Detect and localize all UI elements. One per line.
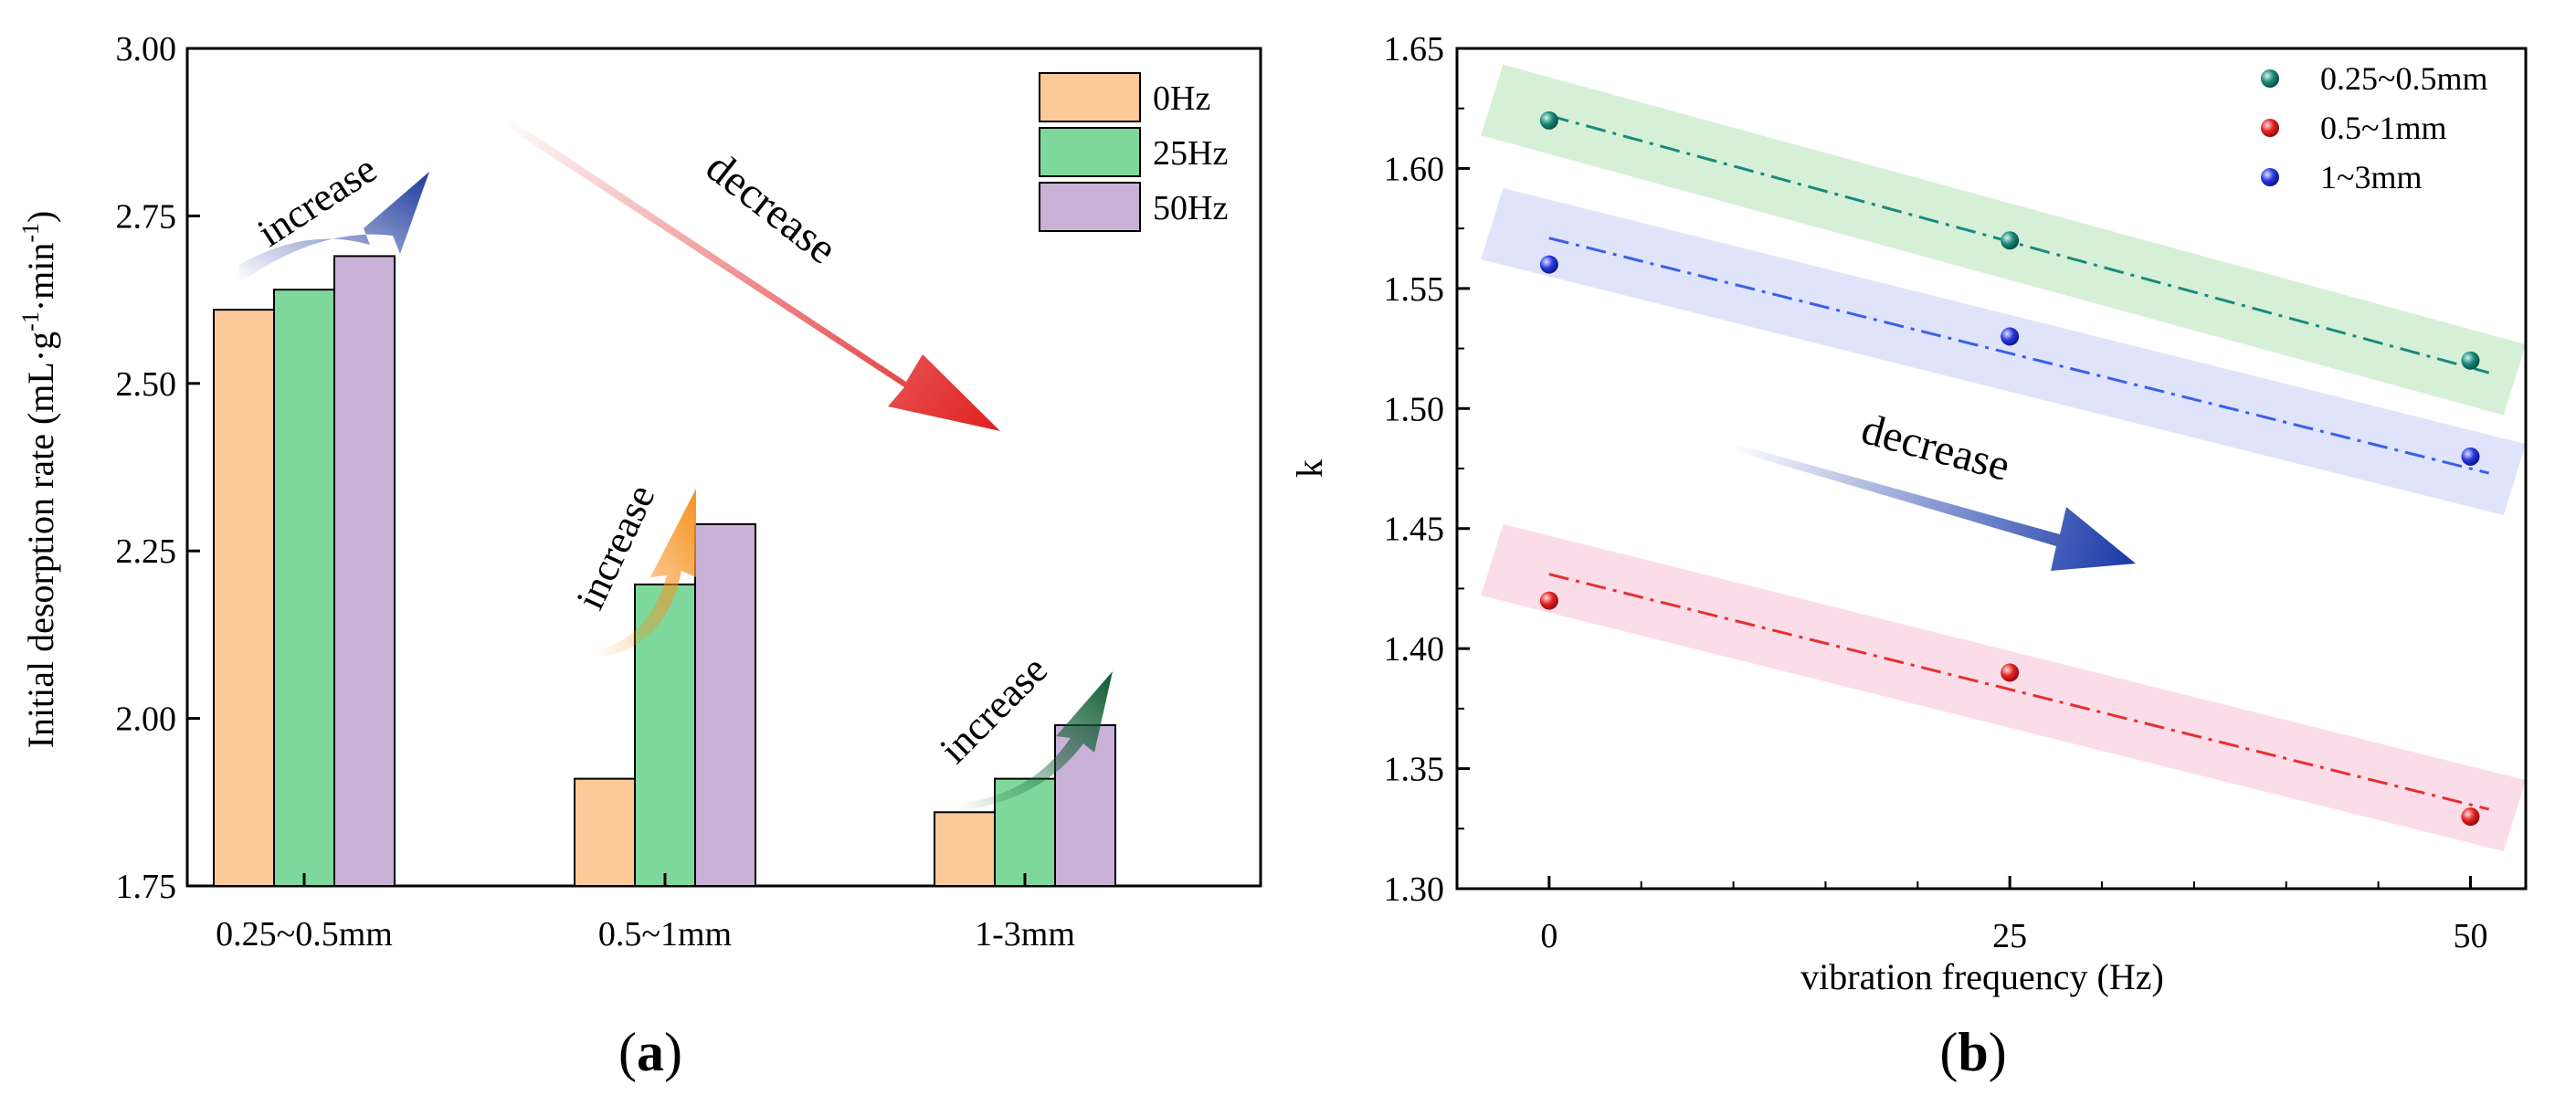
legend-swatch-25hz (1039, 127, 1141, 177)
legend-label-0hz: 0Hz (1153, 79, 1210, 118)
decrease-label-red: decrease (697, 142, 846, 273)
y-tick-label-a: 3.00 (116, 30, 177, 68)
point-blue (1539, 255, 1558, 274)
fit-line-blue (1548, 237, 2490, 475)
fit-line-red (1548, 573, 2490, 811)
y-axis-label-b: k (1289, 459, 1330, 478)
x-tick-label-b: 0 (1540, 917, 1557, 955)
point-teal (2001, 231, 2020, 250)
fit-line-teal (1548, 114, 2490, 374)
point-blue (2461, 447, 2480, 466)
y-tick-label-b: 1.30 (1384, 870, 1445, 909)
bar-chart-panel: 1.75 2.00 2.25 2.50 2.75 3.00 0.25~0.5mm 0.5~1… (17, 30, 1262, 1082)
scatter-chart-panel: 1.30 1.35 1.40 1.45 1.50 1.55 1.60 1.65 0 25 50 k… (1289, 30, 2528, 1082)
x-tick-label-a: 1-3mm (975, 915, 1075, 954)
y-tick-label-b: 1.50 (1384, 390, 1445, 428)
bar-25hz (273, 289, 335, 887)
legend-label-red: 0.5~1mm (2320, 110, 2446, 146)
point-blue (2001, 327, 2020, 346)
legend-swatch-0hz (1039, 72, 1141, 122)
y-tick-label-b: 1.65 (1384, 30, 1445, 68)
point-red (2001, 663, 2020, 682)
x-axis-label-b: vibration frequency (Hz) (1800, 956, 2164, 997)
increase-label-3: increase (931, 647, 1056, 772)
y-tick-label-a: 2.00 (116, 701, 177, 739)
legend-label-50hz: 50Hz (1153, 189, 1228, 227)
x-axis-a: 0.25~0.5mm 0.5~1mm 1-3mm (216, 873, 1075, 954)
x-tick-label-a: 0.5~1mm (598, 915, 732, 954)
y-tick-label-b: 1.35 (1384, 751, 1445, 789)
x-tick-label-a: 0.25~0.5mm (216, 915, 393, 954)
y-tick-label-a: 2.75 (116, 197, 177, 236)
panel-label-b: (b) (1939, 1022, 2006, 1082)
decrease-arrow-red: decrease (497, 114, 1000, 431)
point-teal (1539, 111, 1558, 130)
y-tick-label-b: 1.60 (1384, 150, 1445, 188)
decrease-label-blue: decrease (1856, 405, 2014, 490)
bar-50hz (333, 255, 396, 887)
legend-label-25hz: 25Hz (1153, 134, 1228, 173)
y-tick-label-b: 1.45 (1384, 511, 1445, 549)
legend-swatch-50hz (1039, 182, 1141, 232)
legend-a: 0Hz 25Hz 50Hz (1039, 72, 1228, 232)
x-axis-b: 0 25 50 (1540, 876, 2487, 955)
bar-50hz (694, 522, 756, 888)
y-tick-label-a: 1.75 (116, 868, 177, 906)
y-tick-label-a: 2.50 (116, 365, 177, 404)
y-axis-a: 1.75 2.00 2.25 2.50 2.75 3.00 (116, 30, 200, 906)
bar-0hz (574, 777, 636, 888)
point-red (1539, 591, 1558, 610)
bar-0hz (213, 309, 275, 887)
legend-label-teal: 0.25~0.5mm (2320, 60, 2487, 97)
decrease-arrow-blue: decrease (1729, 405, 2136, 571)
fit-lines (1548, 114, 2490, 811)
x-tick-label-b: 25 (1992, 917, 2027, 955)
y-tick-label-b: 1.40 (1384, 630, 1445, 669)
point-teal (2461, 351, 2480, 370)
y-tick-label-b: 1.55 (1384, 270, 1445, 309)
y-axis-b: 1.30 1.35 1.40 1.45 1.50 1.55 1.60 1.65 (1384, 30, 1470, 909)
legend-label-blue: 1~3mm (2320, 159, 2422, 195)
data-points (1539, 111, 2480, 827)
bar-0hz (934, 811, 996, 888)
y-axis-label-a: Initial desorption rate (mL·g-1·min-1) (17, 211, 61, 749)
x-tick-label-b: 50 (2453, 917, 2487, 955)
legend-marker-teal (2261, 69, 2279, 88)
legend-marker-blue (2261, 168, 2279, 186)
y-tick-label-a: 2.25 (116, 532, 177, 571)
legend-marker-red (2261, 119, 2279, 137)
legend-b: 0.25~0.5mm 0.5~1mm 1~3mm (2261, 60, 2487, 195)
panel-label-a: (a) (618, 1022, 682, 1082)
point-red (2461, 807, 2480, 827)
